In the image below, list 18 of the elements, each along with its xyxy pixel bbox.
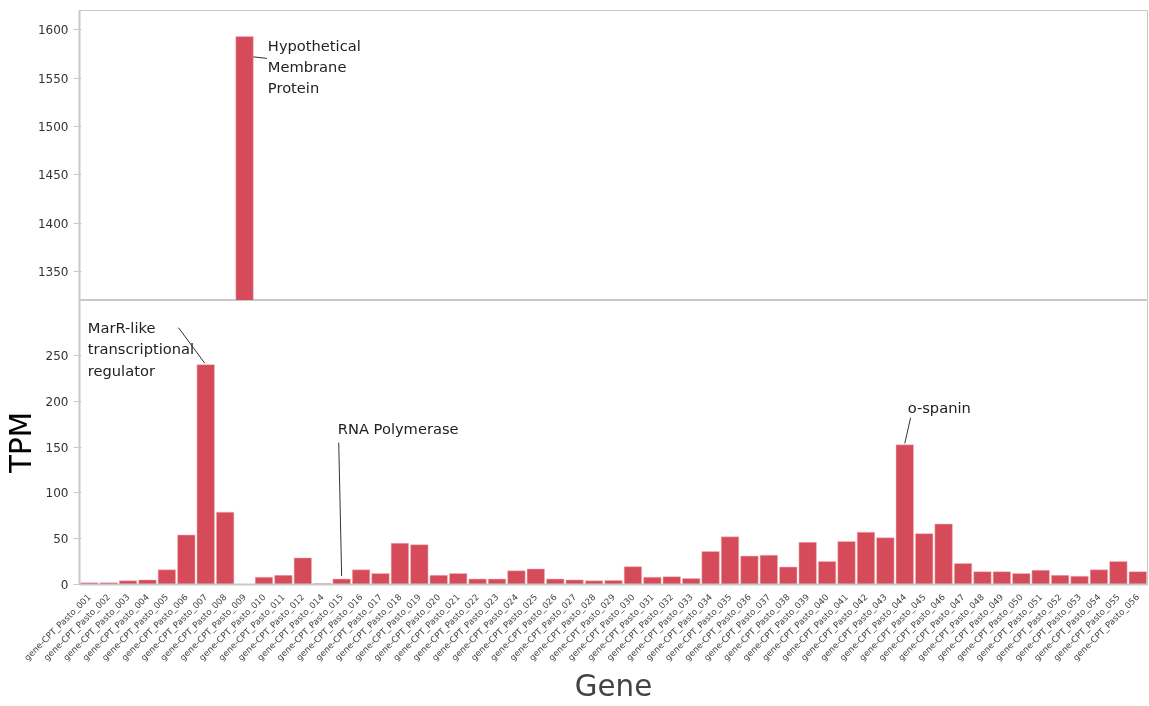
y-tick-label: 250 xyxy=(45,348,69,363)
y-tick-label: 0 xyxy=(60,578,69,592)
annotation: RNA Polymerase xyxy=(337,420,459,437)
annotation: o-spanin xyxy=(907,399,971,417)
y-tick-label: 1400 xyxy=(37,216,69,231)
annotation: Hypothetical Membrane Protein xyxy=(267,36,361,97)
y-tick-label: 50 xyxy=(53,532,69,547)
x-axis-title: Gene xyxy=(574,669,653,704)
y-tick-label: 1500 xyxy=(37,120,69,134)
y-tick-label: 1450 xyxy=(37,168,69,183)
y-tick-label: 1550 xyxy=(37,71,69,86)
y-tick-label: 150 xyxy=(45,440,69,455)
y-tick-label: 100 xyxy=(45,486,69,501)
y-tick-label: 1600 xyxy=(37,23,69,38)
y-tick-label: 200 xyxy=(45,394,69,409)
y-axis-title: TPM xyxy=(3,412,38,474)
y-tick-label: 1350 xyxy=(37,265,69,279)
annotation: MarR-like transcriptional regulator xyxy=(87,319,195,379)
